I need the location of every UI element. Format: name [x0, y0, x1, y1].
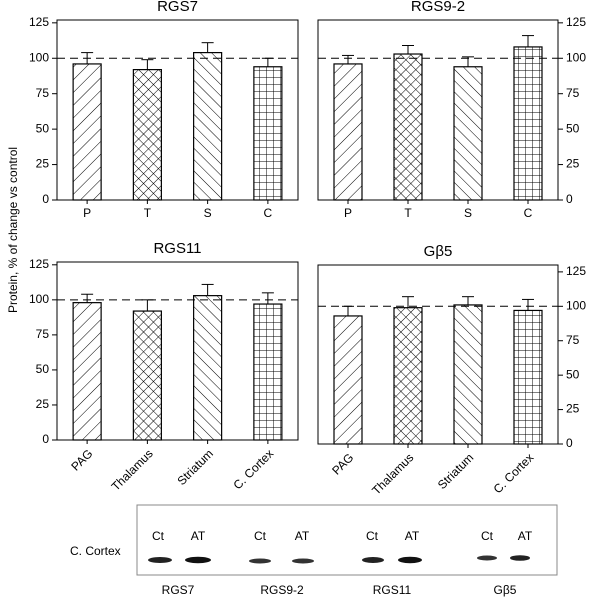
y-tick-label: 125 [29, 15, 49, 29]
y-tick-label: 100 [566, 298, 586, 312]
bar [513, 46, 543, 201]
plot-frame [56, 19, 299, 201]
y-tick-label: 75 [566, 333, 580, 347]
bar [132, 69, 162, 201]
y-tick-label: 0 [42, 192, 49, 206]
blot-band [510, 555, 530, 561]
y-tick-label: 50 [566, 121, 580, 135]
bar [193, 51, 223, 201]
x-tick-label: C [524, 206, 533, 220]
x-tick-label: PAG [329, 450, 356, 477]
bar [253, 303, 283, 441]
bar [72, 63, 102, 201]
bar [72, 302, 102, 441]
chart-title: Gβ5 [424, 243, 453, 260]
y-tick-label: 0 [566, 192, 573, 206]
y-tick-label: 75 [36, 327, 50, 341]
blot-band [362, 557, 384, 563]
y-tick-label: 100 [29, 50, 49, 64]
y-tick-label: 25 [36, 157, 50, 171]
y-tick-label: 50 [36, 121, 50, 135]
y-tick-label: 125 [566, 264, 586, 278]
y-tick-label: 25 [36, 397, 50, 411]
x-tick-label: Thalamus [109, 446, 156, 493]
x-tick-label: S [464, 206, 472, 220]
plot-frame [56, 261, 299, 441]
bar [253, 66, 283, 201]
y-tick-label: 50 [36, 362, 50, 376]
bar [132, 310, 162, 441]
blot-band [249, 558, 271, 564]
y-tick-label: 100 [29, 292, 49, 306]
lane-label: Ct [481, 529, 494, 543]
plot-frame [317, 264, 559, 445]
lane-label: AT [518, 529, 533, 543]
lane-label: Ct [152, 529, 165, 543]
x-tick-label: P [83, 206, 91, 220]
x-tick-label: Thalamus [369, 450, 416, 497]
bar-chart-panel: RGS11 0 25 50 75 100 125 PAG Thalamus Striatum C. … [29, 240, 299, 494]
bar [333, 63, 363, 201]
x-tick-label: PAG [68, 446, 95, 473]
blot-protein-label: RGS11 [373, 583, 412, 597]
bar [393, 53, 423, 201]
blot-band [148, 557, 172, 563]
y-axis-label: Protein, % of change vs control [6, 147, 20, 313]
western-blot: C. Cortex Ct AT Ct AT Ct AT Ct AT RGS7 R… [70, 504, 558, 597]
y-tick-label: 125 [29, 257, 49, 271]
bar-chart-panel: Gβ5 0 25 50 75 100 125 PAG Thalamus Striatum C. Co… [317, 243, 586, 498]
blot-protein-label: Gβ5 [494, 583, 517, 597]
chart-title: RGS9-2 [411, 0, 465, 15]
blot-row-label: C. Cortex [70, 544, 121, 558]
lane-label: AT [191, 529, 206, 543]
bar [393, 307, 423, 445]
blot-protein-label: RGS9-2 [260, 583, 304, 597]
plot-frame [317, 19, 559, 201]
y-tick-label: 25 [566, 157, 580, 171]
blot-band [477, 555, 497, 561]
lane-label: Ct [254, 529, 267, 543]
y-tick-label: 0 [566, 436, 573, 450]
x-tick-label: T [404, 206, 412, 220]
lane-label: AT [405, 529, 420, 543]
x-tick-label: T [144, 206, 152, 220]
x-tick-label: Striatum [435, 450, 476, 491]
lane-label: AT [295, 529, 310, 543]
y-tick-label: 0 [42, 432, 49, 446]
blot-band [185, 556, 211, 564]
x-tick-label: C [264, 206, 273, 220]
x-tick-label: P [344, 206, 352, 220]
lane-label: Ct [366, 529, 379, 543]
x-tick-label: C. Cortex [230, 446, 276, 492]
x-tick-label: S [204, 206, 212, 220]
bar [333, 315, 363, 445]
bar [193, 295, 223, 441]
chart-title: RGS7 [157, 0, 198, 15]
y-tick-label: 50 [566, 367, 580, 381]
bar [453, 304, 483, 445]
y-tick-label: 125 [566, 15, 586, 29]
y-tick-label: 100 [566, 50, 586, 64]
x-tick-label: C. Cortex [491, 450, 537, 496]
blot-protein-label: RGS7 [162, 583, 195, 597]
y-tick-label: 75 [566, 86, 580, 100]
blot-band [398, 556, 422, 564]
blot-frame [136, 504, 558, 576]
y-tick-label: 25 [566, 402, 580, 416]
bar [513, 309, 543, 445]
bar-chart-panel: RGS7 0 25 50 75 100 125 P T S C [29, 0, 299, 220]
x-tick-label: Striatum [174, 446, 215, 487]
y-tick-label: 75 [36, 86, 50, 100]
chart-title: RGS11 [153, 240, 201, 257]
bar [453, 66, 483, 201]
bar-chart-panel: RGS9-2 0 25 50 75 100 125 P T S C [317, 0, 586, 220]
blot-band [292, 558, 314, 564]
